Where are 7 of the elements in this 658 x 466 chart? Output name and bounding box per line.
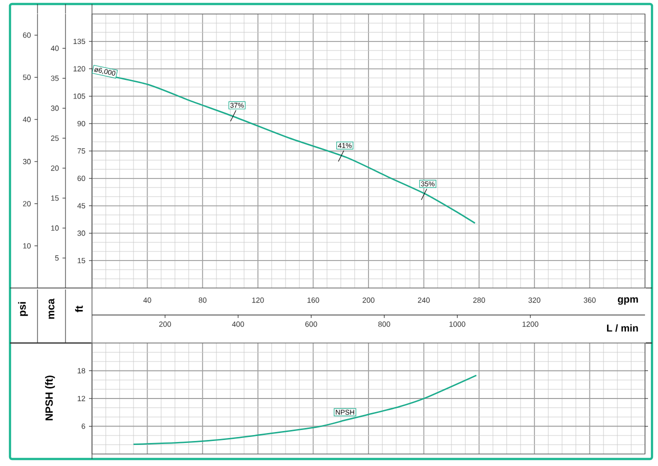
y-axis-title: ft: [75, 306, 83, 312]
line-series: [132, 374, 478, 445]
y2-axis-title: mca: [48, 298, 54, 319]
y-axis-title: NPSH (ft): [45, 376, 55, 420]
x2-axis-title: L / min: [607, 324, 638, 332]
y3-axis-title: psi: [18, 302, 28, 316]
x-axis-title: gpm: [618, 297, 638, 305]
